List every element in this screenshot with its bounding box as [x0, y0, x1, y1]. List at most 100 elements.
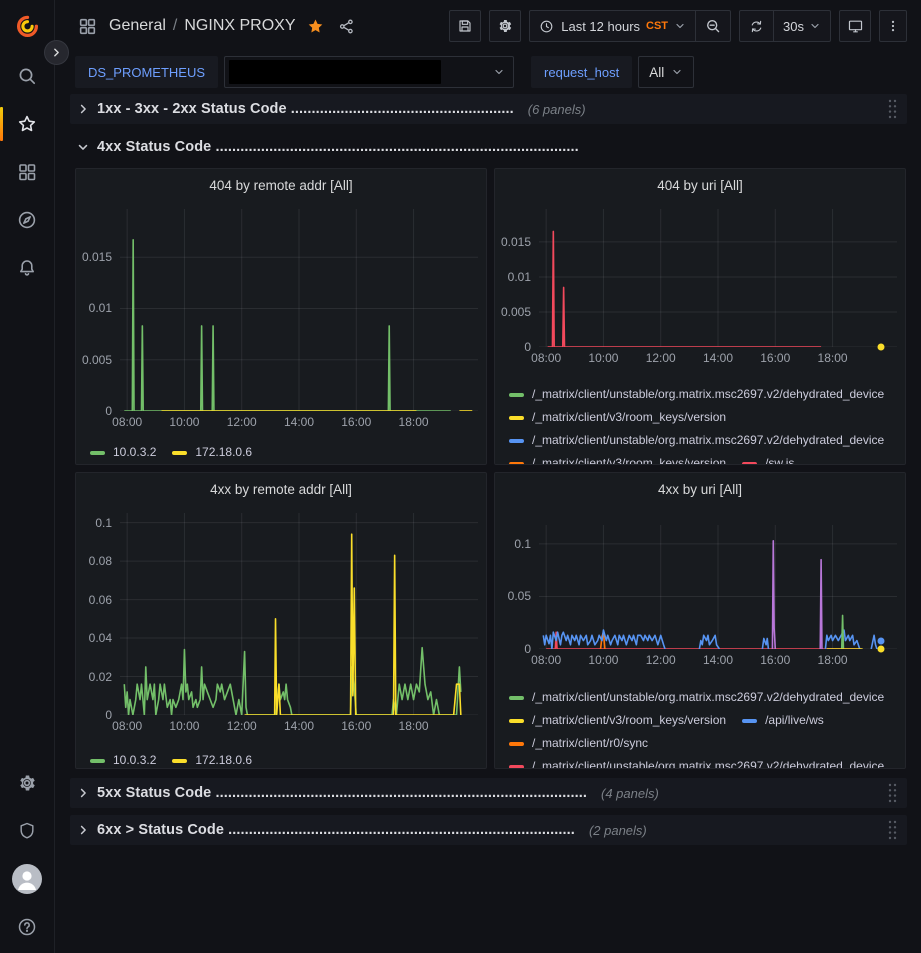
legend-item[interactable]: 10.0.3.2	[90, 749, 156, 768]
legend-swatch	[509, 695, 524, 700]
x-tick-label: 16:00	[341, 719, 372, 733]
chart-canvas[interactable]	[120, 209, 478, 411]
sidebar-item-profile[interactable]	[0, 855, 55, 903]
panel-title[interactable]: 404 by uri [All]	[657, 177, 743, 193]
share-icon[interactable]	[338, 18, 355, 35]
sidebar-item-server-admin[interactable]	[0, 807, 55, 855]
legend-item[interactable]: /_matrix/client/unstable/org.matrix.msc2…	[509, 429, 884, 452]
row-header-5xx[interactable]: 5xx Status Code ........................…	[70, 778, 907, 808]
y-tick-label: 0.015	[81, 250, 112, 265]
refresh-icon	[751, 20, 762, 32]
legend-item[interactable]: 10.0.3.2	[90, 441, 156, 464]
panel-title[interactable]: 4xx by remote addr [All]	[210, 481, 352, 497]
legend-item[interactable]: /_matrix/client/unstable/org.matrix.msc2…	[509, 755, 884, 768]
legend-item[interactable]: /_matrix/client/unstable/org.matrix.msc2…	[509, 383, 884, 406]
cycle-view-mode-button[interactable]	[839, 10, 871, 42]
legend-swatch	[509, 438, 524, 443]
row-title: 1xx - 3xx - 2xx Status Code ............…	[97, 101, 514, 117]
dashboard-title[interactable]: NGINX PROXY	[184, 17, 296, 34]
legend-label: /sw.js	[765, 456, 795, 464]
legend-label: 10.0.3.2	[113, 753, 157, 767]
chevron-down-icon	[811, 23, 819, 29]
main-area: General / NGINX PROXY	[55, 0, 921, 953]
legend-item[interactable]: /api/live/ws	[742, 709, 824, 732]
legend-item[interactable]: 172.18.0.6	[172, 749, 252, 768]
legend-item[interactable]: /sw.js	[742, 452, 794, 464]
row-header-4xx[interactable]: 4xx Status Code ........................…	[70, 132, 907, 162]
panel-4xx-by-uri: 4xx by uri [All] 0 0.05 0.1 08:00 10:00 12:0…	[494, 472, 906, 769]
legend-swatch	[509, 461, 524, 464]
chart-canvas[interactable]	[539, 209, 897, 351]
legend-label: 172.18.0.6	[195, 445, 253, 459]
x-tick-label: 12:00	[645, 653, 676, 667]
sidebar-item-search[interactable]	[0, 52, 55, 100]
sidebar-item-explore[interactable]	[0, 196, 55, 244]
chevron-right-icon	[80, 788, 86, 798]
legend-item[interactable]: /_matrix/client/v3/room_keys/version	[509, 709, 726, 732]
shield-icon	[17, 821, 37, 841]
row-title: 5xx Status Code ........................…	[97, 785, 588, 801]
legend-label: /_matrix/client/r0/sync	[532, 736, 649, 750]
save-dashboard-button[interactable]	[449, 10, 482, 42]
y-tick-label: 0.01	[88, 301, 112, 316]
legend-item[interactable]: /_matrix/client/v3/room_keys/version	[509, 452, 726, 464]
legend-label: 172.18.0.6	[195, 753, 253, 767]
legend: /_matrix/client/unstable/org.matrix.msc2…	[509, 383, 895, 464]
refresh-interval-picker[interactable]: 30s	[773, 11, 830, 41]
legend-item[interactable]: /_matrix/client/r0/sync	[509, 732, 648, 755]
time-range-group: Last 12 hours CST	[529, 10, 732, 42]
x-tick-label: 18:00	[398, 719, 429, 733]
breadcrumb: General / NGINX PROXY	[109, 17, 296, 35]
sidebar-item-alerting[interactable]	[0, 244, 55, 292]
legend-item[interactable]: /_matrix/client/v3/room_keys/version	[509, 406, 726, 429]
x-tick-label: 08:00	[112, 415, 143, 429]
legend-swatch	[509, 718, 524, 723]
refresh-button[interactable]	[740, 11, 773, 41]
y-axis: 0 0.005 0.01 0.015	[495, 209, 539, 354]
panel-title[interactable]: 4xx by uri [All]	[657, 481, 743, 497]
zoom-out-time-button[interactable]	[695, 11, 730, 41]
y-tick-label: 0.1	[514, 536, 531, 551]
chevron-right-icon	[54, 48, 59, 57]
dashboard-settings-button[interactable]	[489, 10, 522, 42]
drag-grip-icon[interactable]	[887, 819, 897, 841]
x-tick-label: 18:00	[817, 653, 848, 667]
dashboard-menu-button[interactable]	[879, 10, 907, 42]
legend-item[interactable]: /_matrix/client/unstable/org.matrix.msc2…	[509, 686, 884, 709]
time-range-picker[interactable]: Last 12 hours CST	[530, 11, 695, 41]
breadcrumb-section[interactable]: General	[109, 17, 166, 34]
dashboard-canvas: 1xx - 3xx - 2xx Status Code ............…	[55, 92, 921, 953]
apps-grid-icon	[78, 17, 97, 36]
row-header-6xx[interactable]: 6xx > Status Code ......................…	[70, 815, 907, 845]
x-tick-label: 14:00	[702, 653, 734, 667]
y-tick-label: 0.05	[507, 589, 531, 604]
sidebar-item-dashboards[interactable]	[0, 148, 55, 196]
row-panel-count: (4 panels)	[601, 785, 659, 801]
y-tick-label: 0.02	[88, 669, 112, 684]
panel-title[interactable]: 404 by remote addr [All]	[209, 177, 353, 193]
variable-picker-request-host[interactable]: All	[638, 56, 695, 88]
legend-label: /_matrix/client/v3/room_keys/version	[532, 410, 727, 424]
favorite-star-icon[interactable]	[307, 18, 324, 35]
chevron-down-icon	[78, 144, 88, 150]
grafana-logo[interactable]	[0, 0, 55, 52]
y-axis: 0 0.05 0.1	[495, 525, 539, 656]
sidebar-item-configuration[interactable]	[0, 759, 55, 807]
row-header-1xx-3xx-2xx[interactable]: 1xx - 3xx - 2xx Status Code ............…	[70, 94, 907, 124]
timezone-label: CST	[646, 20, 669, 32]
legend-item[interactable]: 172.18.0.6	[172, 441, 252, 464]
sidebar-item-help[interactable]	[0, 903, 55, 951]
drag-grip-icon[interactable]	[887, 98, 897, 120]
gear-icon	[499, 20, 512, 32]
variable-picker-ds-prometheus[interactable]	[224, 56, 515, 88]
sidebar-expand-button[interactable]	[44, 40, 69, 65]
legend-swatch	[509, 415, 524, 420]
toolbar: Last 12 hours CST	[449, 10, 907, 42]
sidebar	[0, 0, 55, 953]
chart-canvas[interactable]	[120, 513, 478, 715]
sidebar-item-starred[interactable]	[0, 100, 55, 148]
chart-canvas[interactable]	[539, 525, 897, 653]
drag-grip-icon[interactable]	[887, 782, 897, 804]
series-end-marker	[877, 343, 885, 351]
y-tick-label: 0.06	[88, 592, 112, 607]
